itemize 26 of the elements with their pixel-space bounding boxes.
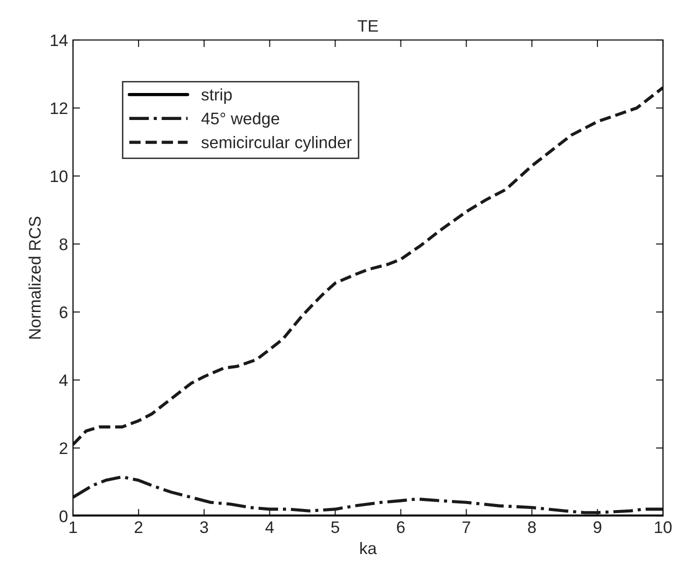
legend-label: 45° wedge xyxy=(201,112,280,128)
x-tick-label: 2 xyxy=(134,521,142,533)
line-series xyxy=(73,475,663,514)
x-tick-label: 6 xyxy=(396,521,405,534)
legend-label: semicircular cylinder xyxy=(201,136,352,152)
x-tick-label: 1 xyxy=(70,521,77,533)
y-tick-label: 6 xyxy=(60,306,68,318)
y-tick-label: 8 xyxy=(60,238,68,250)
x-tick-label: 5 xyxy=(331,521,340,534)
y-axis-title: Normalized RCS xyxy=(28,216,41,339)
y-tick-label: 12 xyxy=(50,102,68,114)
x-tick-label: 9 xyxy=(594,521,602,534)
x-tick-label: 10 xyxy=(655,521,672,534)
legend-label: strip xyxy=(201,88,232,104)
x-tick-label: 8 xyxy=(528,521,536,534)
x-axis-title: ka xyxy=(360,542,377,554)
line-series xyxy=(73,86,663,446)
y-tick-label: 14 xyxy=(50,34,68,46)
y-tick-label: 2 xyxy=(60,442,68,454)
y-tick-label: 0 xyxy=(60,510,68,522)
y-tick-label: 10 xyxy=(50,170,68,182)
x-tick-label: 7 xyxy=(462,521,470,533)
x-tick-label: 4 xyxy=(265,521,274,533)
y-tick-label: 4 xyxy=(59,374,68,386)
chart-title: TE xyxy=(358,20,378,32)
x-tick-label: 3 xyxy=(200,521,208,534)
